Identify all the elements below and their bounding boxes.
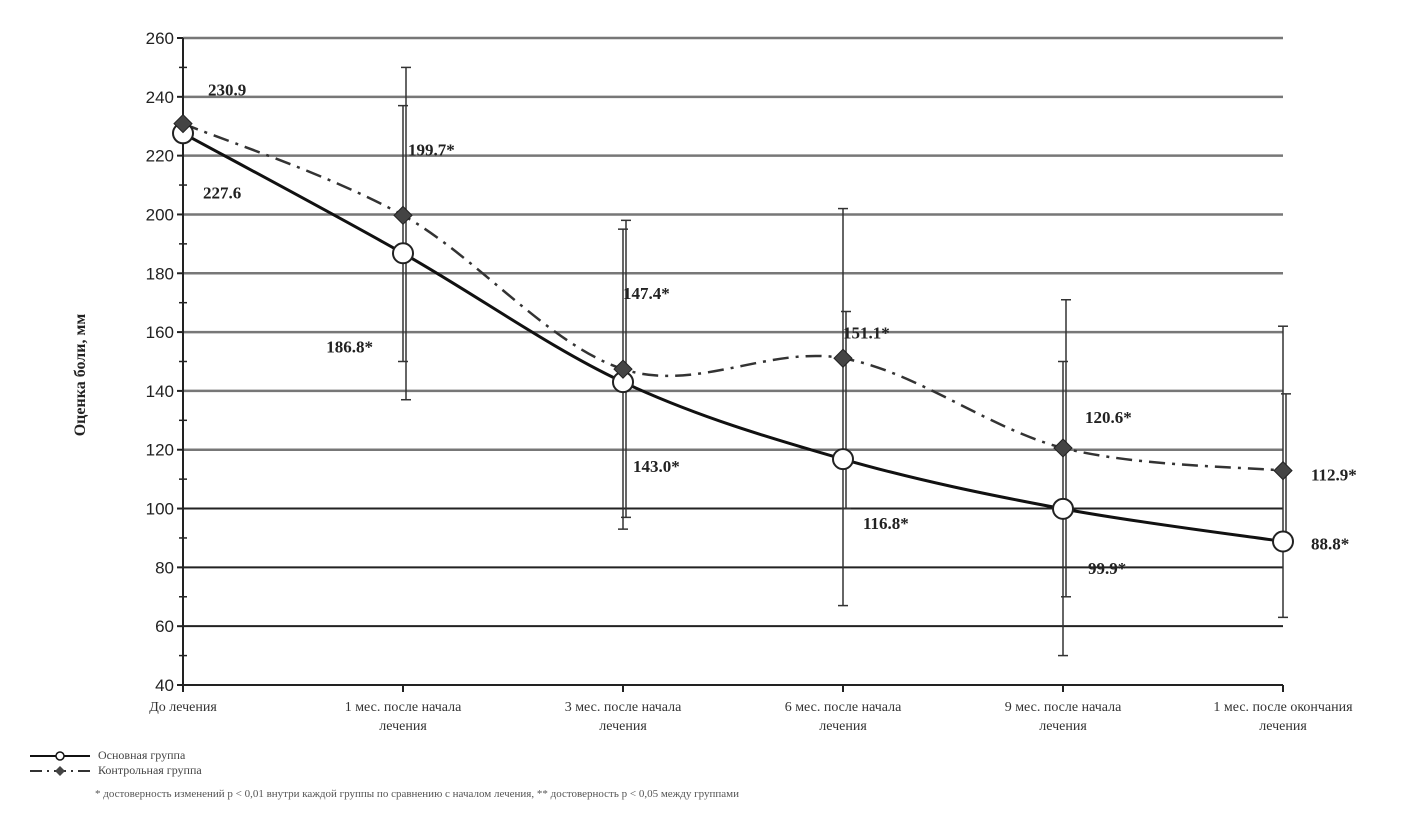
y-tick-label: 260	[146, 29, 174, 48]
x-tick-label: 3 мес. после начала лечения	[565, 700, 682, 734]
y-tick-label: 100	[146, 500, 174, 519]
y-axis-label: Оценка боли, мм	[72, 314, 89, 437]
legend-item-control: Контрольная группа	[30, 763, 202, 778]
data-label: 151.1*	[843, 323, 890, 342]
x-tick-label-line: До лечения	[149, 700, 217, 715]
x-tick-label-line: 3 мес. после начала	[565, 700, 682, 715]
y-tick-label: 160	[146, 323, 174, 342]
data-label: 230.9	[208, 81, 246, 100]
x-tick-label-line: лечения	[379, 719, 427, 734]
grid	[183, 36, 1283, 628]
data-label: 199.7*	[408, 140, 455, 159]
data-point-open-circle	[392, 242, 414, 265]
legend-item-main: Основная группа	[30, 748, 202, 763]
y-tick-label: 220	[146, 147, 174, 166]
series-lines	[182, 122, 1284, 543]
y-tick-label: 140	[146, 382, 174, 401]
data-point-diamond	[1273, 460, 1293, 481]
footnote: * достоверность изменений р < 0,01 внутр…	[95, 788, 739, 800]
y-tick-label: 120	[146, 441, 174, 460]
data-labels: 227.6 186.8* 143.0* 116.8* 99.9* 88.8* 230.9 19…	[203, 81, 1357, 578]
data-point-open-circle	[832, 448, 854, 471]
data-point-diamond	[1053, 438, 1073, 458]
data-label: 99.9*	[1088, 559, 1126, 578]
x-tick-label-line: 9 мес. после начала	[1005, 700, 1122, 715]
data-point-diamond	[833, 348, 853, 368]
data-point-open-circle	[1272, 530, 1294, 553]
data-label: 112.9*	[1311, 466, 1357, 485]
data-label: 147.4*	[623, 284, 670, 303]
y-axis: 40 60 80 100 120 140 160 180 200 220 240 260	[146, 29, 187, 695]
x-tick-label-line: 1 мес. после окончания	[1213, 700, 1353, 715]
chart: 40 60 80 100 120 140 160 180 200 220 240 260 До леч…	[72, 29, 1357, 734]
legend-label-main: Основная группа	[98, 748, 186, 762]
series-line	[182, 122, 1284, 472]
y-tick-label: 180	[146, 264, 174, 283]
data-label: 120.6*	[1085, 408, 1132, 427]
x-tick-label-line: лечения	[819, 719, 867, 734]
x-tick-label: 6 мес. после начала лечения	[785, 700, 902, 734]
series-line	[182, 131, 1284, 543]
data-label: 227.6	[203, 183, 241, 202]
series-markers	[172, 113, 1294, 553]
x-tick-label: 1 мес. после начала лечения	[345, 700, 462, 734]
y-tick-label: 40	[155, 676, 174, 695]
x-tick-label-line: 1 мес. после начала	[345, 700, 462, 715]
legend: Основная группа Контрольная группа	[30, 748, 202, 778]
data-point-open-circle	[1052, 497, 1074, 520]
data-label: 88.8*	[1311, 534, 1349, 553]
x-tick-label: До лечения	[149, 700, 217, 715]
x-tick-label: 1 мес. после окончания лечения	[1213, 700, 1353, 734]
data-label: 116.8*	[863, 514, 909, 533]
y-tick-label: 200	[146, 205, 174, 224]
legend-label-control: Контрольная группа	[98, 763, 202, 777]
y-tick-label: 240	[146, 88, 174, 107]
data-point-diamond	[613, 359, 633, 379]
data-label: 143.0*	[633, 457, 680, 476]
y-tick-label: 60	[155, 617, 174, 636]
y-tick-label: 80	[155, 558, 174, 577]
x-tick-label-line: лечения	[1259, 719, 1307, 734]
x-tick-label-line: лечения	[1039, 719, 1087, 734]
x-tick-label-line: лечения	[599, 719, 647, 734]
x-tick-label-line: 6 мес. после начала	[785, 700, 902, 715]
data-point-diamond	[173, 113, 193, 134]
data-label: 186.8*	[326, 337, 373, 356]
x-tick-label: 9 мес. после начала лечения	[1005, 700, 1122, 734]
data-point-diamond	[393, 205, 413, 226]
